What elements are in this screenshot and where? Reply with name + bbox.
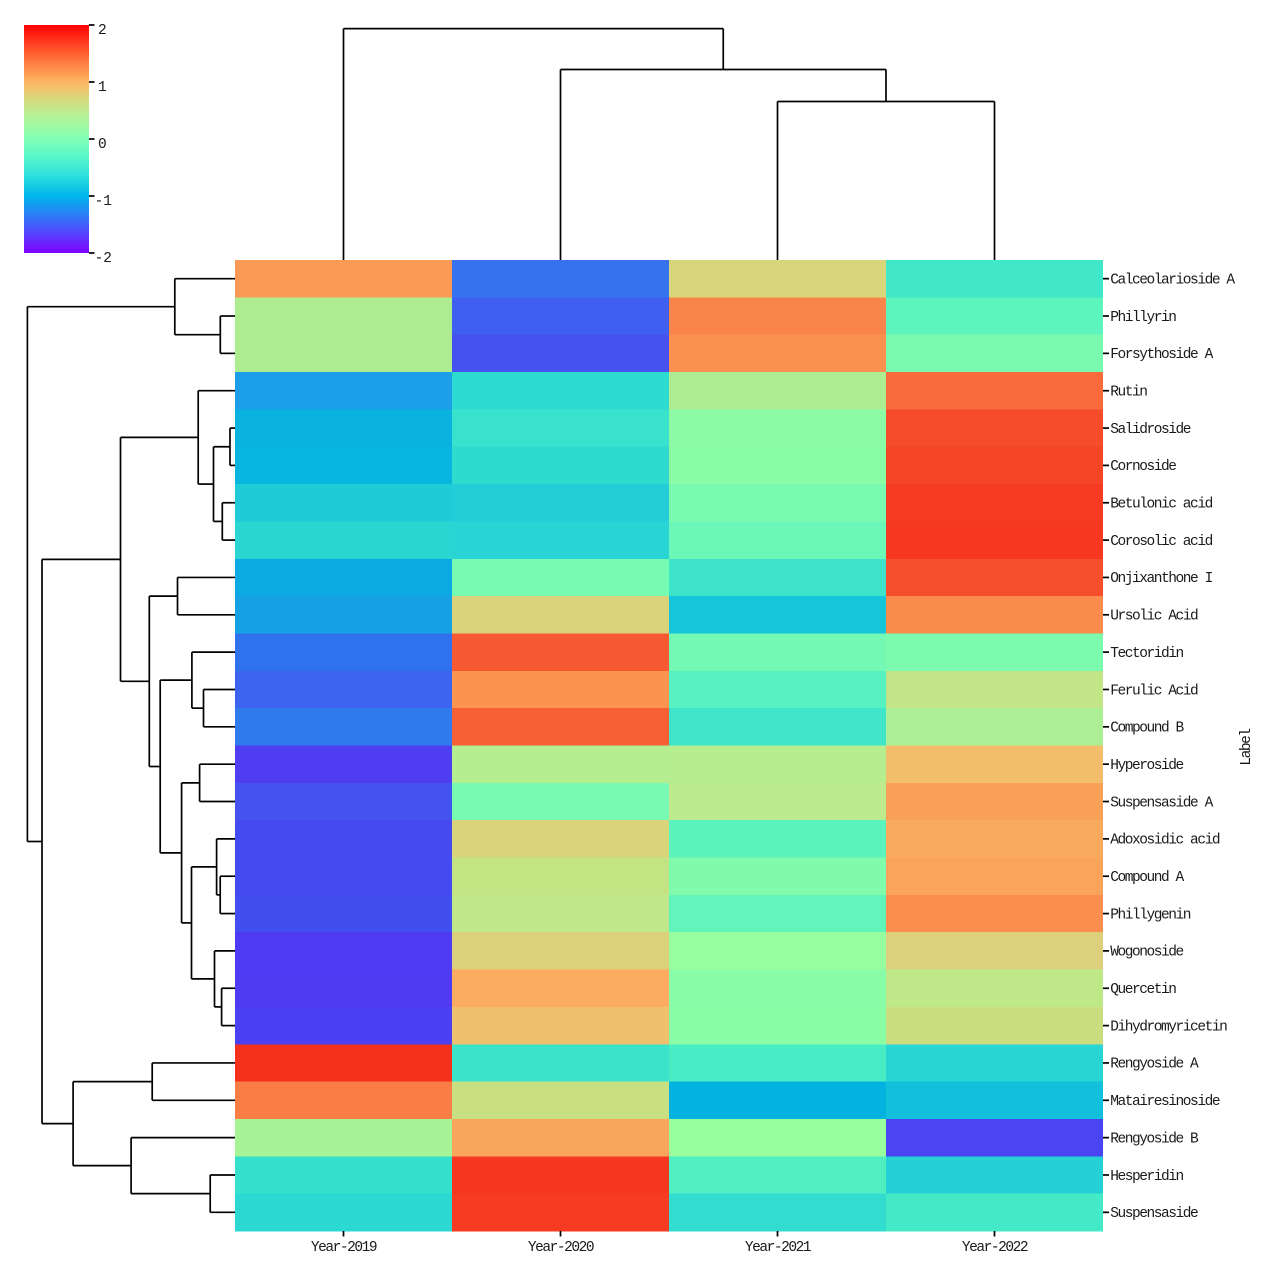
svg-text:Onjixanthone I: Onjixanthone I [1110,571,1212,587]
svg-text:Hesperidin: Hesperidin [1110,1169,1183,1185]
svg-text:Year-2020: Year-2020 [528,1240,594,1256]
svg-text:Matairesinoside: Matairesinoside [1110,1094,1220,1110]
svg-text:0: 0 [98,137,107,153]
svg-text:Adoxosidic acid: Adoxosidic acid [1110,833,1220,849]
svg-text:Rengyoside B: Rengyoside B [1110,1131,1199,1147]
svg-text:Year-2021: Year-2021 [745,1240,811,1256]
svg-text:Rengyoside A: Rengyoside A [1110,1057,1199,1073]
svg-text:Label: Label [1239,729,1255,766]
svg-text:Compound B: Compound B [1110,721,1184,737]
svg-text:Calceolarioside A: Calceolarioside A [1110,272,1235,288]
svg-text:Forsythoside A: Forsythoside A [1110,347,1213,363]
svg-text:1: 1 [98,80,107,96]
svg-text:Corosolic acid: Corosolic acid [1110,534,1212,550]
svg-text:2: 2 [98,23,107,39]
svg-text:-1: -1 [95,194,112,210]
svg-text:Salidroside: Salidroside [1110,422,1191,438]
svg-text:Dihydromyricetin: Dihydromyricetin [1110,1019,1227,1035]
svg-text:Phillyrin: Phillyrin [1110,310,1176,326]
svg-text:Wogonoside: Wogonoside [1110,945,1183,961]
svg-text:Tectoridin: Tectoridin [1110,646,1183,662]
svg-text:Cornoside: Cornoside [1110,459,1176,475]
svg-text:Betulonic acid: Betulonic acid [1110,497,1212,513]
svg-text:Rutin: Rutin [1110,385,1147,401]
svg-text:Ursolic Acid: Ursolic Acid [1110,609,1198,625]
svg-text:Hyperoside: Hyperoside [1110,758,1183,774]
svg-text:Compound A: Compound A [1110,870,1184,886]
svg-text:Suspensaside A: Suspensaside A [1110,795,1213,811]
svg-text:Year-2019: Year-2019 [311,1240,377,1256]
svg-text:Quercetin: Quercetin [1110,982,1176,998]
svg-text:-2: -2 [95,251,112,267]
svg-text:Phillygenin: Phillygenin [1110,907,1191,923]
svg-text:Year-2022: Year-2022 [962,1240,1028,1256]
svg-text:Suspensaside: Suspensaside [1110,1206,1198,1222]
svg-text:Ferulic Acid: Ferulic Acid [1110,683,1198,699]
